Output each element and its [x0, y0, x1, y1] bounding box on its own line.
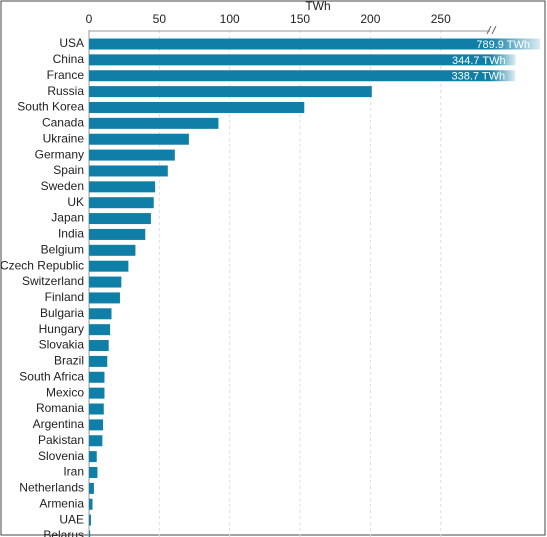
bar	[89, 324, 111, 336]
y-tick-label: Pakistan	[38, 433, 84, 447]
value-label: 344.7 TWh	[452, 55, 506, 67]
bar	[89, 292, 120, 304]
y-tick-label: Sweden	[41, 179, 84, 193]
bar	[89, 86, 372, 98]
y-tick-label: Netherlands	[19, 481, 84, 495]
bar	[89, 101, 305, 113]
y-tick-label: Hungary	[39, 322, 84, 336]
y-tick-label: Mexico	[46, 385, 84, 399]
bar	[89, 466, 98, 478]
bar	[89, 530, 91, 537]
y-tick-label: Japan	[51, 211, 84, 225]
y-tick-label: Slovakia	[39, 338, 85, 352]
x-tick-label: 0	[86, 12, 93, 26]
bar-overflow	[490, 38, 540, 50]
y-tick-label: Czech Republic	[0, 258, 84, 272]
y-tick-label: China	[53, 52, 85, 66]
y-tick-label: Switzerland	[22, 274, 84, 288]
y-tick-label: Canada	[42, 116, 84, 130]
bar	[89, 133, 189, 145]
bar	[89, 38, 490, 50]
bar	[89, 117, 219, 129]
x-tick-label: 100	[220, 12, 240, 26]
y-tick-label: Argentina	[33, 417, 85, 431]
bar	[89, 70, 490, 82]
bar	[89, 149, 175, 161]
y-tick-label: Finland	[45, 290, 84, 304]
x-axis-label: TWh	[305, 0, 330, 13]
bar	[89, 498, 93, 510]
bar	[89, 165, 168, 177]
bar	[89, 228, 146, 240]
bar	[89, 244, 136, 256]
bar	[89, 403, 104, 415]
value-label: 338.7 TWh	[451, 71, 505, 83]
bar	[89, 260, 129, 272]
y-tick-label: Slovenia	[38, 449, 84, 463]
y-tick-label: Armenia	[39, 496, 84, 510]
bar	[89, 54, 490, 66]
x-tick-label: 250	[431, 12, 451, 26]
y-tick-label: Romania	[36, 401, 84, 415]
y-tick-label: USA	[59, 36, 84, 50]
y-tick-label: Ukraine	[43, 131, 85, 145]
bar	[89, 308, 112, 320]
bar	[89, 387, 105, 399]
axis-break	[486, 25, 492, 35]
bar	[89, 514, 91, 526]
y-tick-label: Spain	[53, 163, 84, 177]
bar	[89, 340, 109, 352]
y-tick-label: Bulgaria	[40, 306, 84, 320]
x-tick-label: 150	[290, 12, 310, 26]
bar	[89, 197, 154, 209]
y-tick-label: Germany	[35, 147, 84, 161]
y-tick-label: South Korea	[17, 100, 84, 114]
bar-overflow	[490, 54, 516, 66]
y-tick-label: Belarus	[43, 528, 84, 537]
value-label: 789.9 TWh	[476, 39, 530, 51]
y-tick-label: Iran	[63, 465, 84, 479]
bar	[89, 419, 104, 431]
y-tick-label: UAE	[59, 512, 84, 526]
bar	[89, 276, 122, 288]
y-tick-label: South Africa	[19, 369, 84, 383]
x-tick-label: 200	[360, 12, 380, 26]
bar	[89, 451, 97, 463]
bar	[89, 355, 108, 367]
bar	[89, 482, 94, 494]
y-tick-label: Brazil	[54, 354, 84, 368]
bar	[89, 435, 103, 447]
bar	[89, 181, 156, 193]
y-tick-label: France	[47, 68, 85, 82]
x-tick-label: 50	[153, 12, 167, 26]
bar-overflow	[490, 70, 516, 82]
y-tick-label: Belgium	[41, 242, 84, 256]
bar	[89, 371, 105, 383]
y-tick-label: India	[58, 227, 84, 241]
y-tick-label: Russia	[47, 84, 84, 98]
axis-break	[491, 25, 497, 35]
y-tick-label: UK	[67, 195, 84, 209]
bar	[89, 213, 151, 225]
